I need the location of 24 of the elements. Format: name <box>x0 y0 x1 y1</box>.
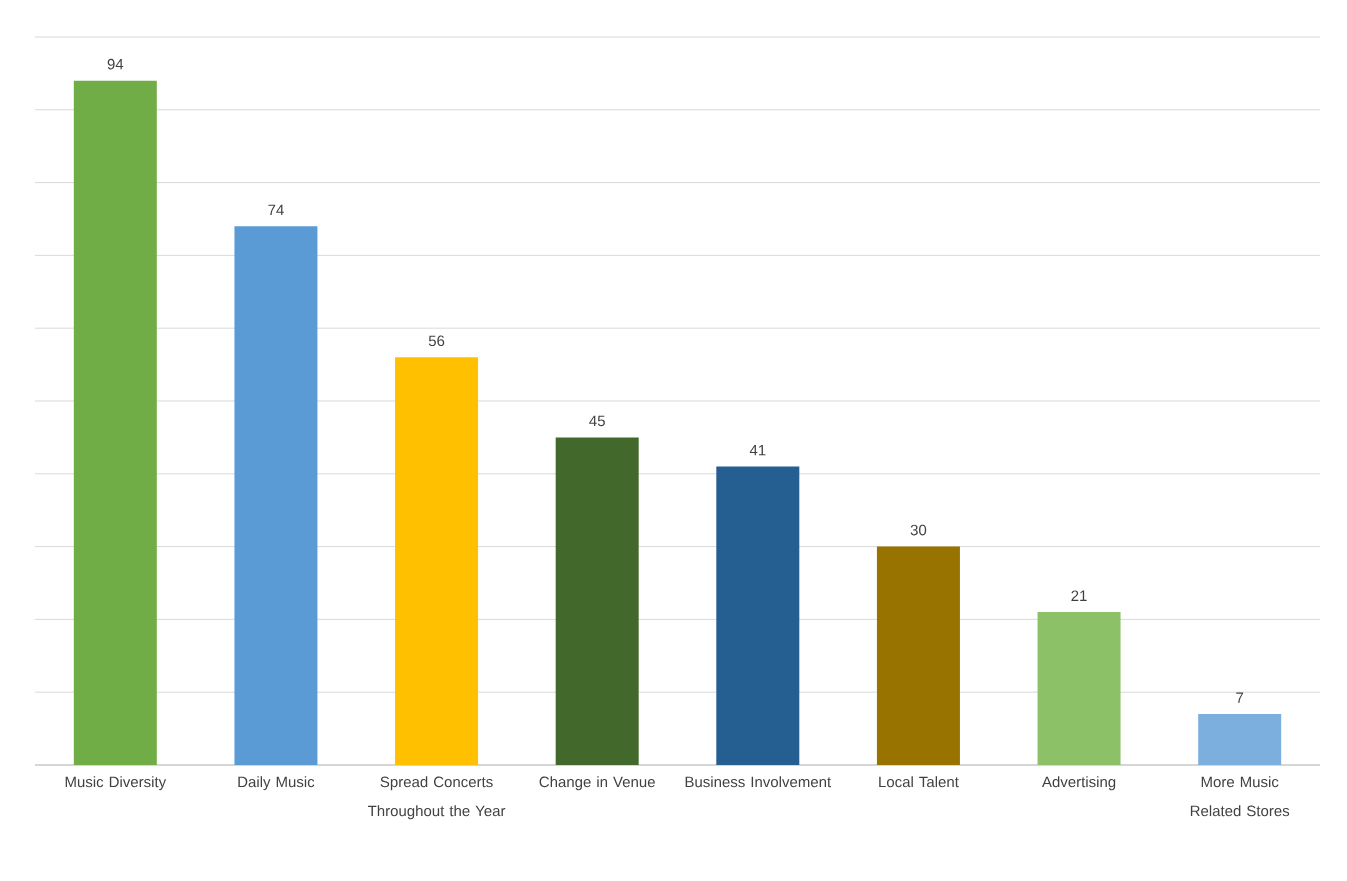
x-tick-label: More Music Related Stores <box>1190 776 1290 817</box>
data-label: 41 <box>749 445 766 456</box>
data-label: 45 <box>589 415 605 427</box>
bar <box>73 80 157 765</box>
x-tick-label: Local Talent <box>879 776 959 788</box>
x-tick-label: Change in Venue <box>539 776 655 791</box>
bar <box>1037 612 1121 765</box>
data-label: 21 <box>1071 590 1087 601</box>
x-tick-label: Spread Concerts Throughout the Year <box>367 776 506 820</box>
bar <box>876 546 960 765</box>
data-label: 7 <box>1236 692 1244 703</box>
bar <box>555 437 639 765</box>
data-label: 94 <box>107 58 124 70</box>
bar <box>716 466 800 765</box>
bar <box>395 357 479 765</box>
x-tick-label: Advertising <box>1041 776 1116 791</box>
x-tick-label: Music Diversity <box>65 776 167 791</box>
x-tick-label: Daily Music <box>238 776 315 791</box>
data-label: 30 <box>910 524 927 536</box>
bar <box>234 226 318 765</box>
bar <box>1198 714 1282 765</box>
data-label: 56 <box>428 335 445 347</box>
x-tick-label: Business Involvement <box>685 776 832 788</box>
data-label: 74 <box>268 204 284 216</box>
